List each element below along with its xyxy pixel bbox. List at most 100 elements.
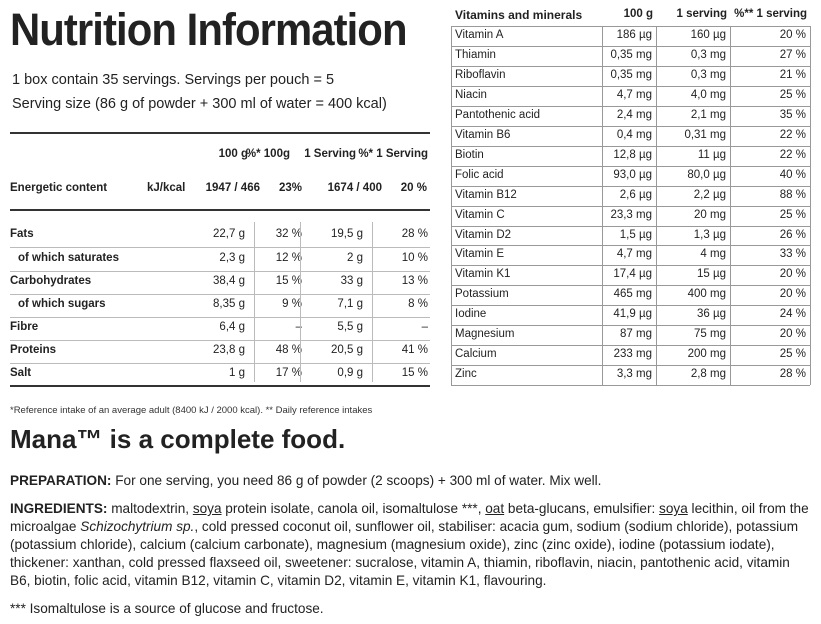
vitamin-name: Magnesium xyxy=(455,328,515,341)
vitamin-100g: 186 µg xyxy=(616,29,652,41)
vitamin-100g: 4,7 mg xyxy=(616,248,652,261)
vitamin-name: Niacin xyxy=(455,88,487,101)
allergen-oat: oat xyxy=(485,501,505,516)
vitamin-serving: 400 mg xyxy=(687,288,726,301)
vitamin-100g: 12,8 µg xyxy=(613,148,652,161)
vitamin-row-divider xyxy=(451,46,810,47)
vitamin-row-divider xyxy=(451,245,810,246)
serving-size-info: Serving size (86 g of powder + 300 ml of… xyxy=(12,96,387,112)
energy-100g: 1947 / 466 xyxy=(205,182,260,194)
vitamin-pct: 20 % xyxy=(779,288,806,301)
vitamin-name: Zinc xyxy=(455,368,477,381)
preparation-label: PREPARATION: xyxy=(10,473,112,488)
energy-unit: kJ/kcal xyxy=(147,182,186,194)
nutrient-label: Carbohydrates xyxy=(10,275,92,287)
row-divider xyxy=(10,247,430,248)
vitamin-pct: 22 % xyxy=(779,128,806,141)
vitamin-row-divider xyxy=(451,285,810,286)
row-divider xyxy=(10,363,430,364)
nutrient-pct-serving: 13 % xyxy=(401,275,428,287)
vitamin-pct: 28 % xyxy=(779,368,806,381)
preparation-text: For one serving, you need 86 g of powder… xyxy=(111,473,602,488)
vitamin-row-divider xyxy=(451,66,810,67)
vitamin-name: Vitamin B6 xyxy=(455,128,511,141)
vitamin-100g: 233 mg xyxy=(613,348,652,361)
nutrient-serving: 0,9 g xyxy=(337,367,363,379)
nutrient-label: of which sugars xyxy=(18,298,106,310)
header-100g: 100 g xyxy=(218,148,248,160)
nutrient-label: Salt xyxy=(10,367,32,379)
vitamin-column-divider xyxy=(602,26,603,385)
nutrient-pct-serving: 28 % xyxy=(401,228,428,240)
vitamin-serving: 2,1 mg xyxy=(690,108,726,121)
vitamin-pct: 35 % xyxy=(779,108,806,121)
vitamin-serving: 2,2 µg xyxy=(693,188,726,201)
nutrient-label: Fats xyxy=(10,228,34,240)
servings-info: 1 box contain 35 servings. Servings per … xyxy=(12,72,335,88)
vitamin-name: Vitamin B12 xyxy=(455,188,517,201)
vitamin-pct: 27 % xyxy=(779,48,806,61)
ingredients-text: protein isolate, canola oil, isomaltulos… xyxy=(221,501,486,516)
nutrient-100g: 23,8 g xyxy=(213,344,245,356)
vitamin-row-divider xyxy=(451,26,810,27)
vitamin-100g: 23,3 mg xyxy=(610,208,652,221)
energy-pct-100g: 23% xyxy=(278,182,302,194)
vitamin-column-divider xyxy=(730,26,731,385)
vitamin-100g: 1,5 µg xyxy=(619,228,652,241)
ingredients-text: beta-glucans, emulsifier: xyxy=(504,501,660,516)
vitamin-100g: 41,9 µg xyxy=(613,308,652,321)
vitamin-serving: 2,8 mg xyxy=(690,368,726,381)
vitamin-row-divider xyxy=(451,385,810,386)
mana-heading: Mana™ is a complete food. xyxy=(10,424,346,454)
vitamin-pct: 26 % xyxy=(779,228,806,241)
vitamin-pct: 40 % xyxy=(779,168,806,181)
preparation-paragraph: PREPARATION: For one serving, you need 8… xyxy=(10,472,810,490)
row-divider xyxy=(10,340,430,341)
vitamin-row-divider xyxy=(451,126,810,127)
microalgae-name: Schizochytrium sp. xyxy=(80,519,195,534)
vitamin-name: Thiamin xyxy=(455,48,496,61)
row-divider xyxy=(10,271,430,272)
energy-label: Energetic content xyxy=(10,182,108,194)
vitamin-name: Folic acid xyxy=(455,168,504,181)
energy-serving: 1674 / 400 xyxy=(327,182,382,194)
vitamin-row-divider xyxy=(451,226,810,227)
nutrient-100g: 8,35 g xyxy=(213,298,245,310)
vitamin-row-divider xyxy=(451,186,810,187)
vitamin-row-divider xyxy=(451,345,810,346)
vitamin-row-divider xyxy=(451,365,810,366)
vitamin-pct: 25 % xyxy=(779,208,806,221)
vitamin-row-divider xyxy=(451,325,810,326)
column-divider xyxy=(300,222,301,382)
vitamin-column-divider xyxy=(656,26,657,385)
vitamin-serving: 1,3 µg xyxy=(693,228,726,241)
vitamin-pct: 24 % xyxy=(779,308,806,321)
nutrient-serving: 5,5 g xyxy=(337,321,363,333)
ingredients-label: INGREDIENTS: xyxy=(10,501,108,516)
table-top-rule xyxy=(10,132,430,134)
vitamins-header-pct: %** 1 serving xyxy=(734,8,807,20)
vitamin-name: Vitamin K1 xyxy=(455,268,511,281)
nutrient-pct-serving: 41 % xyxy=(401,344,428,356)
vitamins-header-serving: 1 serving xyxy=(676,8,728,20)
vitamin-name: Biotin xyxy=(455,148,484,161)
nutrient-100g: 1 g xyxy=(229,367,245,379)
nutrient-serving: 33 g xyxy=(340,275,363,287)
nutrient-pct-100g: 32 % xyxy=(275,228,302,240)
vitamin-100g: 2,4 mg xyxy=(616,108,652,121)
nutrient-label: of which saturates xyxy=(18,252,119,264)
vitamin-row-divider xyxy=(451,305,810,306)
nutrient-pct-100g: 48 % xyxy=(275,344,302,356)
nutrient-pct-100g: – xyxy=(295,321,302,333)
vitamin-name: Vitamin A xyxy=(455,29,504,41)
nutrient-pct-serving: – xyxy=(421,321,428,333)
row-divider xyxy=(10,294,430,295)
vitamin-column-divider xyxy=(451,26,452,385)
nutrient-pct-serving: 10 % xyxy=(401,252,428,264)
vitamin-serving: 0,31 mg xyxy=(684,128,726,141)
vitamin-100g: 0,35 mg xyxy=(610,48,652,61)
vitamin-serving: 36 µg xyxy=(696,308,726,321)
vitamin-100g: 2,6 µg xyxy=(619,188,652,201)
vitamin-serving: 160 µg xyxy=(690,29,726,41)
nutrient-pct-100g: 15 % xyxy=(275,275,302,287)
